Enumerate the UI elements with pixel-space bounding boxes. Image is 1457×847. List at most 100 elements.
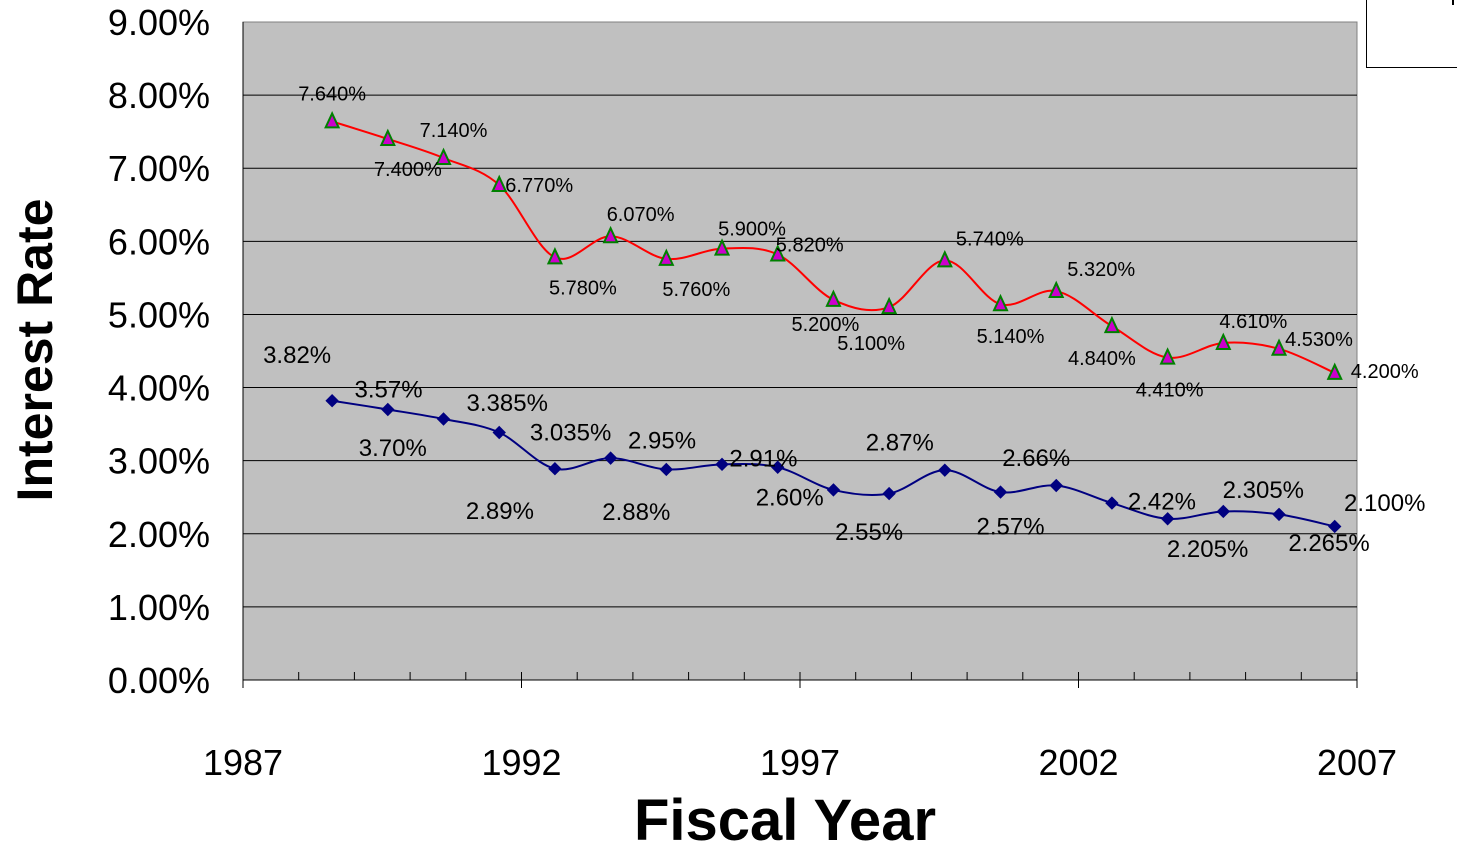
data-label: 3.82% <box>263 342 331 369</box>
data-label: 7.640% <box>298 83 366 105</box>
data-label: 2.57% <box>976 514 1044 541</box>
data-point <box>1272 507 1286 522</box>
data-label: 2.88% <box>602 499 670 526</box>
y-tick-label: 4.00% <box>108 368 210 409</box>
data-label: 2.205% <box>1167 536 1248 563</box>
y-tick-label: 5.00% <box>108 294 210 335</box>
y-tick-label: 6.00% <box>108 221 210 262</box>
data-point <box>882 486 896 501</box>
data-label: 4.840% <box>1068 348 1136 370</box>
data-point <box>659 462 674 477</box>
legend-marker <box>1452 0 1454 5</box>
data-label: 3.385% <box>467 390 548 417</box>
y-tick-label: 1.00% <box>108 587 210 628</box>
plot-area <box>242 21 1358 681</box>
data-label: 3.035% <box>530 420 611 447</box>
data-label: 2.265% <box>1288 530 1369 557</box>
data-point <box>1270 338 1288 356</box>
y-tick-label: 3.00% <box>108 441 210 482</box>
series-markers <box>324 111 1343 534</box>
data-label: 3.57% <box>354 376 422 403</box>
data-label: 6.770% <box>505 175 573 197</box>
data-point <box>993 485 1008 499</box>
data-label: 4.610% <box>1219 311 1287 333</box>
data-label: 2.87% <box>866 430 934 457</box>
data-point <box>325 394 339 408</box>
data-point <box>1049 478 1063 493</box>
data-point <box>491 174 508 193</box>
data-point <box>324 111 341 129</box>
data-point <box>603 451 618 465</box>
x-tick-label: 2007 <box>1317 742 1397 783</box>
data-label: 7.400% <box>374 159 442 181</box>
y-tick-label: 8.00% <box>108 75 210 116</box>
y-tick-label: 2.00% <box>108 514 210 555</box>
data-label: 5.140% <box>977 326 1045 348</box>
data-point <box>492 425 506 440</box>
data-label: 2.95% <box>628 428 696 455</box>
data-label: 2.89% <box>466 498 534 525</box>
x-axis-title: Fiscal Year <box>634 788 936 847</box>
data-point <box>769 244 786 262</box>
data-point <box>546 247 563 265</box>
data-point <box>826 483 841 497</box>
data-label: 4.200% <box>1351 361 1419 383</box>
data-point <box>1105 496 1119 510</box>
data-label: 2.66% <box>1002 445 1070 472</box>
y-tick-label: 9.00% <box>108 2 210 43</box>
data-point <box>379 128 396 146</box>
data-label: 3.70% <box>359 435 427 462</box>
axes <box>242 22 1358 688</box>
data-label: 5.900% <box>718 219 786 241</box>
gridlines <box>243 94 1357 608</box>
data-label: 2.305% <box>1223 477 1304 504</box>
data-label: 2.100% <box>1344 490 1425 517</box>
data-label: 2.55% <box>835 519 903 546</box>
y-axis-title: Interest Rate <box>7 199 63 502</box>
data-point <box>1160 512 1175 526</box>
data-point <box>548 462 562 476</box>
data-point <box>436 412 451 426</box>
data-point <box>381 402 395 417</box>
data-point <box>1326 362 1343 380</box>
x-tick-label: 1997 <box>760 742 840 783</box>
data-point <box>435 147 452 165</box>
data-label: 4.410% <box>1136 380 1204 402</box>
x-tick-label: 1992 <box>481 742 561 783</box>
data-point <box>1216 504 1231 519</box>
legend <box>1366 0 1457 68</box>
data-point <box>771 460 785 474</box>
data-label: 5.780% <box>549 277 617 299</box>
data-labels: 7.640% 7.400% 7.140% 6.770% 5.780% 6.070% 5.76… <box>263 83 1425 563</box>
x-tick-label: 1987 <box>203 742 283 783</box>
data-point <box>602 225 619 244</box>
data-point <box>713 238 731 256</box>
x-tick-label: 2002 <box>1038 742 1118 783</box>
data-point <box>938 463 952 477</box>
data-label: 6.070% <box>607 204 675 226</box>
y-tick-label: 7.00% <box>108 148 210 189</box>
data-point <box>936 249 953 268</box>
data-label: 5.760% <box>662 279 730 301</box>
data-label: 5.740% <box>956 228 1024 250</box>
y-tick-label: 0.00% <box>108 660 210 701</box>
data-point <box>992 293 1009 312</box>
data-point <box>1328 519 1342 534</box>
data-label: 5.200% <box>791 314 859 336</box>
data-label: 7.140% <box>420 120 488 142</box>
tick-labels: 0.00% 1.00% 2.00% 3.00% 4.00% 5.00% 6.00% 7.00%… <box>108 2 1397 783</box>
data-point <box>715 457 729 472</box>
data-label: 5.100% <box>837 333 905 355</box>
data-point <box>1048 280 1065 299</box>
data-point <box>881 296 898 315</box>
data-point <box>658 248 675 266</box>
data-point <box>1103 315 1120 334</box>
data-label: 2.42% <box>1128 488 1196 515</box>
data-point <box>825 289 842 307</box>
data-label: 4.530% <box>1285 329 1353 351</box>
data-point <box>1159 347 1176 365</box>
data-label: 5.320% <box>1067 259 1135 281</box>
data-label: 2.60% <box>756 485 824 512</box>
data-label: 2.91% <box>729 445 797 472</box>
